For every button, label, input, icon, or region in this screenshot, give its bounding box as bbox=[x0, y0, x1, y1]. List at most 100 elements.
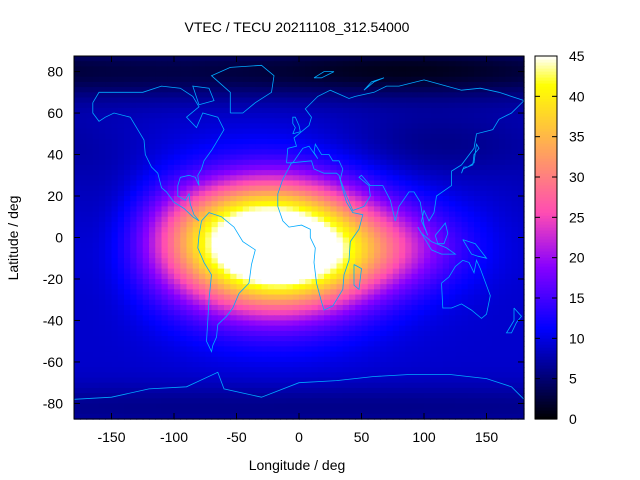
heatmap-cell bbox=[492, 87, 500, 93]
heatmap-cell bbox=[261, 190, 269, 197]
heatmap-cell bbox=[255, 372, 263, 379]
heatmap-cell bbox=[367, 144, 375, 150]
heatmap-cell bbox=[486, 133, 494, 140]
heatmap-cell bbox=[399, 211, 406, 218]
heatmap-cell bbox=[111, 361, 119, 368]
heatmap-cell bbox=[105, 346, 113, 353]
heatmap-cell bbox=[280, 211, 288, 218]
heatmap-cell bbox=[411, 346, 419, 353]
heatmap-cell bbox=[236, 408, 244, 415]
heatmap-cell bbox=[317, 346, 325, 353]
heatmap-cell bbox=[380, 201, 388, 207]
heatmap-cell bbox=[467, 393, 475, 399]
heatmap-cell bbox=[167, 361, 175, 368]
heatmap-cell bbox=[455, 278, 463, 285]
heatmap-cell bbox=[192, 289, 200, 296]
heatmap-cell bbox=[130, 216, 138, 223]
heatmap-cell bbox=[136, 211, 144, 218]
heatmap-cell bbox=[486, 66, 494, 73]
heatmap-cell bbox=[436, 71, 444, 78]
heatmap-cell bbox=[405, 206, 413, 213]
heatmap-cell bbox=[492, 268, 500, 275]
heatmap-cell bbox=[174, 351, 181, 358]
heatmap-cell bbox=[324, 361, 331, 368]
heatmap-cell bbox=[99, 211, 106, 218]
heatmap-cell bbox=[117, 185, 125, 192]
heatmap-cell bbox=[249, 128, 256, 135]
heatmap-cell bbox=[174, 289, 181, 296]
heatmap-cell bbox=[411, 133, 419, 140]
heatmap-cell bbox=[449, 325, 456, 332]
heatmap-cell bbox=[230, 113, 238, 119]
heatmap-cell bbox=[324, 273, 331, 280]
heatmap-cell bbox=[455, 113, 463, 119]
heatmap-cell bbox=[192, 175, 200, 182]
heatmap-cell bbox=[205, 206, 213, 213]
heatmap-cell bbox=[424, 382, 431, 389]
heatmap-cell bbox=[99, 221, 106, 228]
heatmap-cell bbox=[280, 128, 288, 135]
heatmap-cell bbox=[480, 175, 488, 182]
heatmap-cell bbox=[267, 336, 275, 342]
heatmap-cell bbox=[330, 190, 338, 197]
heatmap-cell bbox=[155, 113, 163, 119]
heatmap-cell bbox=[349, 61, 356, 67]
heatmap-cell bbox=[211, 268, 219, 275]
heatmap-cell bbox=[461, 113, 469, 119]
heatmap-cell bbox=[330, 144, 338, 150]
heatmap-cell bbox=[361, 206, 369, 213]
heatmap-cell bbox=[349, 242, 356, 249]
heatmap-cell bbox=[186, 330, 194, 337]
heatmap-cell bbox=[236, 102, 244, 109]
heatmap-cell bbox=[99, 154, 106, 161]
heatmap-cell bbox=[205, 190, 213, 197]
heatmap-cell bbox=[405, 164, 413, 171]
heatmap-cell bbox=[224, 133, 231, 140]
heatmap-cell bbox=[249, 164, 256, 171]
heatmap-cell bbox=[80, 268, 88, 275]
heatmap-cell bbox=[161, 336, 169, 342]
heatmap-cell bbox=[505, 315, 513, 322]
heatmap-cell bbox=[367, 71, 375, 78]
heatmap-cell bbox=[480, 398, 488, 405]
heatmap-cell bbox=[399, 408, 406, 415]
heatmap-cell bbox=[242, 361, 250, 368]
heatmap-cell bbox=[505, 97, 513, 104]
heatmap-cell bbox=[405, 102, 413, 109]
heatmap-cell bbox=[142, 356, 150, 363]
heatmap-cell bbox=[486, 149, 494, 156]
heatmap-cell bbox=[99, 299, 106, 306]
heatmap-cell bbox=[217, 387, 225, 394]
heatmap-cell bbox=[461, 211, 469, 218]
heatmap-cell bbox=[405, 242, 413, 249]
heatmap-cell bbox=[442, 294, 450, 301]
heatmap-cell bbox=[455, 310, 463, 316]
heatmap-cell bbox=[180, 118, 188, 125]
heatmap-cell bbox=[405, 216, 413, 223]
heatmap-cell bbox=[317, 164, 325, 171]
heatmap-cell bbox=[499, 237, 506, 244]
heatmap-cell bbox=[280, 221, 288, 228]
heatmap-cell bbox=[224, 336, 231, 342]
heatmap-cell bbox=[105, 382, 113, 389]
heatmap-cell bbox=[155, 144, 163, 150]
heatmap-cell bbox=[499, 76, 506, 83]
heatmap-cell bbox=[417, 175, 425, 182]
heatmap-cell bbox=[511, 164, 519, 171]
heatmap-cell bbox=[117, 211, 125, 218]
heatmap-cell bbox=[292, 284, 300, 290]
heatmap-cell bbox=[180, 393, 188, 399]
heatmap-cell bbox=[149, 382, 156, 389]
heatmap-cell bbox=[92, 232, 100, 239]
heatmap-cell bbox=[336, 299, 344, 306]
heatmap-cell bbox=[124, 180, 131, 187]
heatmap-cell bbox=[486, 118, 494, 125]
heatmap-cell bbox=[311, 201, 319, 207]
heatmap-cell bbox=[161, 170, 169, 176]
heatmap-cell bbox=[180, 76, 188, 83]
heatmap-cell bbox=[261, 294, 269, 301]
heatmap-cell bbox=[417, 180, 425, 187]
heatmap-cell bbox=[405, 351, 413, 358]
heatmap-cell bbox=[236, 56, 244, 62]
heatmap-cell bbox=[217, 97, 225, 104]
